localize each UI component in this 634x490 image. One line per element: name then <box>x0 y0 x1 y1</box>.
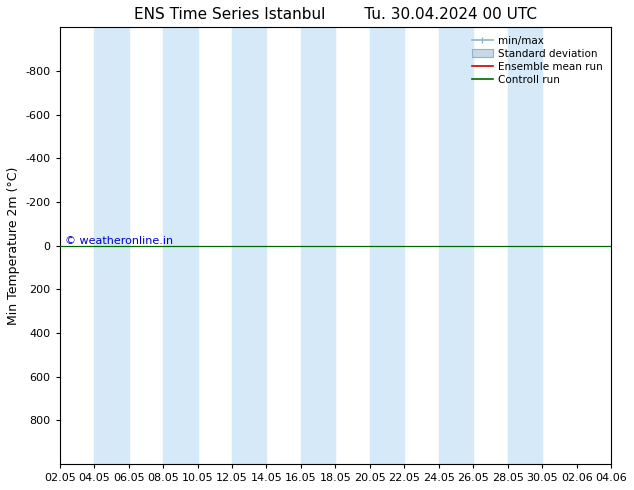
Title: ENS Time Series Istanbul        Tu. 30.04.2024 00 UTC: ENS Time Series Istanbul Tu. 30.04.2024 … <box>134 7 537 22</box>
Bar <box>94 27 129 464</box>
Bar <box>370 27 404 464</box>
Bar <box>439 27 474 464</box>
Bar <box>301 27 335 464</box>
Legend: min/max, Standard deviation, Ensemble mean run, Controll run: min/max, Standard deviation, Ensemble me… <box>469 32 606 88</box>
Bar <box>163 27 198 464</box>
Text: © weatheronline.in: © weatheronline.in <box>65 236 173 245</box>
Y-axis label: Min Temperature 2m (°C): Min Temperature 2m (°C) <box>7 167 20 325</box>
Bar <box>508 27 542 464</box>
Bar <box>232 27 266 464</box>
